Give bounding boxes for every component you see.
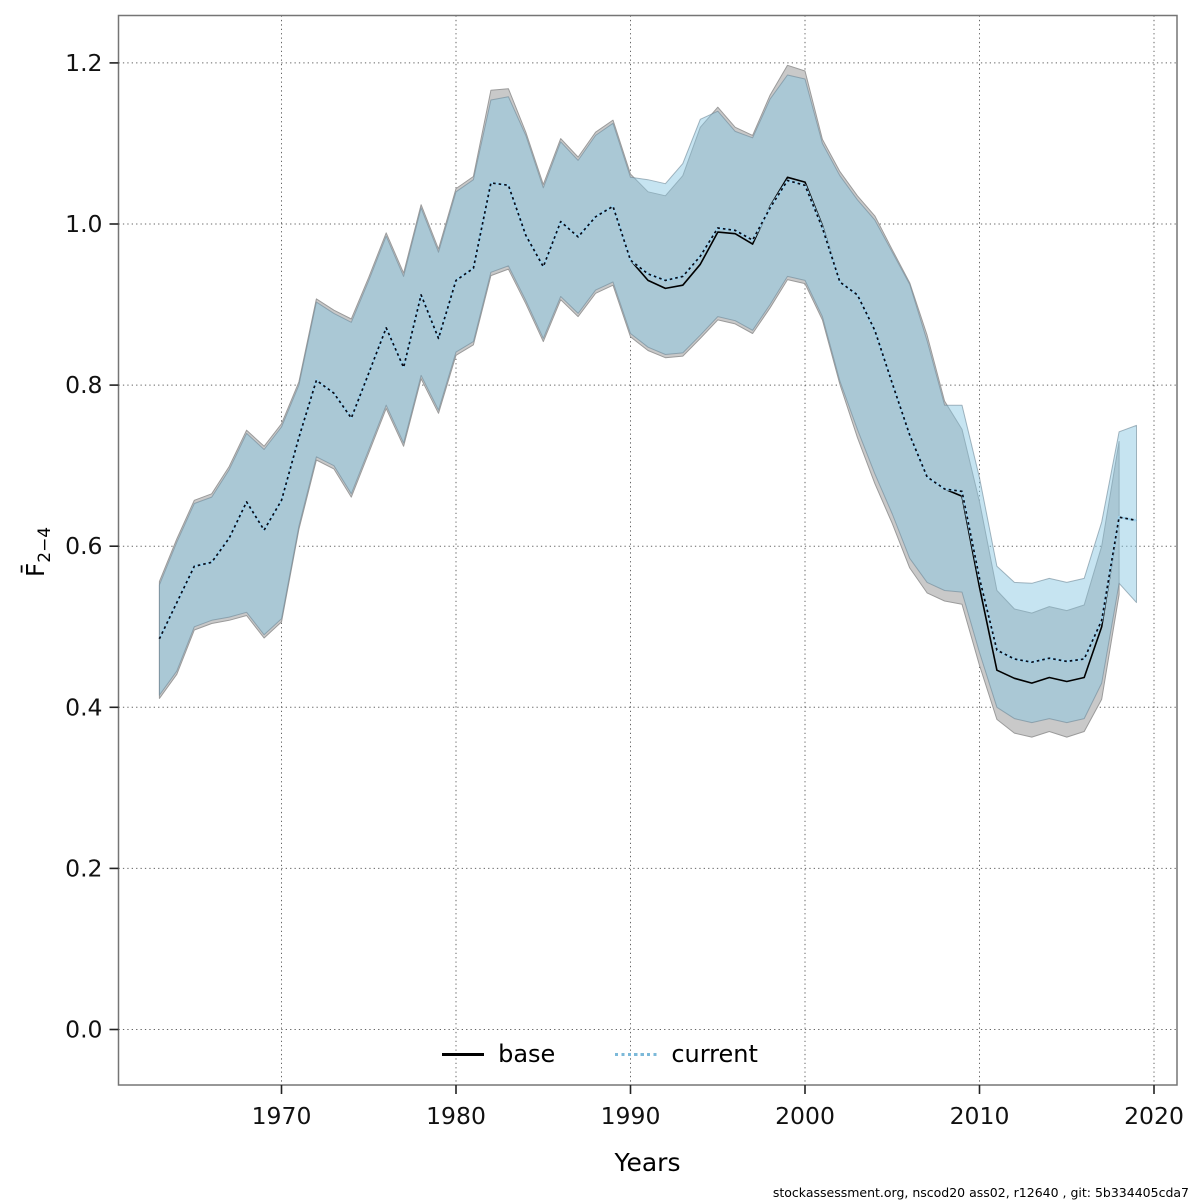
legend-item-current: current [615, 1040, 758, 1068]
y-tick-label: 0.0 [65, 1016, 102, 1044]
y-tick-label: 1.0 [65, 210, 102, 238]
x-tick-label: 1970 [252, 1102, 312, 1130]
y-tick-label: 0.6 [65, 532, 102, 560]
y-tick-label: 0.2 [65, 854, 102, 882]
x-tick-label: 2020 [1124, 1102, 1184, 1130]
y-tick-label: 0.8 [65, 371, 102, 399]
current-line-sample [615, 1052, 658, 1056]
legend-item-base: base [442, 1040, 555, 1068]
y-axis-title: F̄2−4 [21, 527, 55, 577]
y-tick-label: 0.4 [65, 693, 102, 721]
base-line-sample [442, 1052, 485, 1056]
x-tick-label: 2010 [950, 1102, 1010, 1130]
x-tick-label: 1980 [426, 1102, 486, 1130]
legend: base current [0, 1040, 1200, 1068]
x-axis-title: Years [614, 1148, 681, 1177]
base-confidence-band [158, 64, 1120, 738]
y-axis-title-subscript: 2−4 [35, 526, 55, 563]
legend-current-label: current [671, 1040, 758, 1068]
x-tick-label: 1990 [601, 1102, 661, 1130]
y-axis-title-main: F̄ [21, 562, 50, 578]
x-tick-label: 2000 [775, 1102, 835, 1130]
current-line-underlay [158, 179, 1137, 664]
legend-base-label: base [498, 1040, 556, 1068]
current-confidence-band [158, 74, 1137, 724]
footer-attribution: stockassessment.org, nscod20 ass02, r126… [772, 1185, 1189, 1200]
plot-area-border [117, 14, 1178, 1086]
y-tick-label: 1.2 [65, 49, 102, 77]
